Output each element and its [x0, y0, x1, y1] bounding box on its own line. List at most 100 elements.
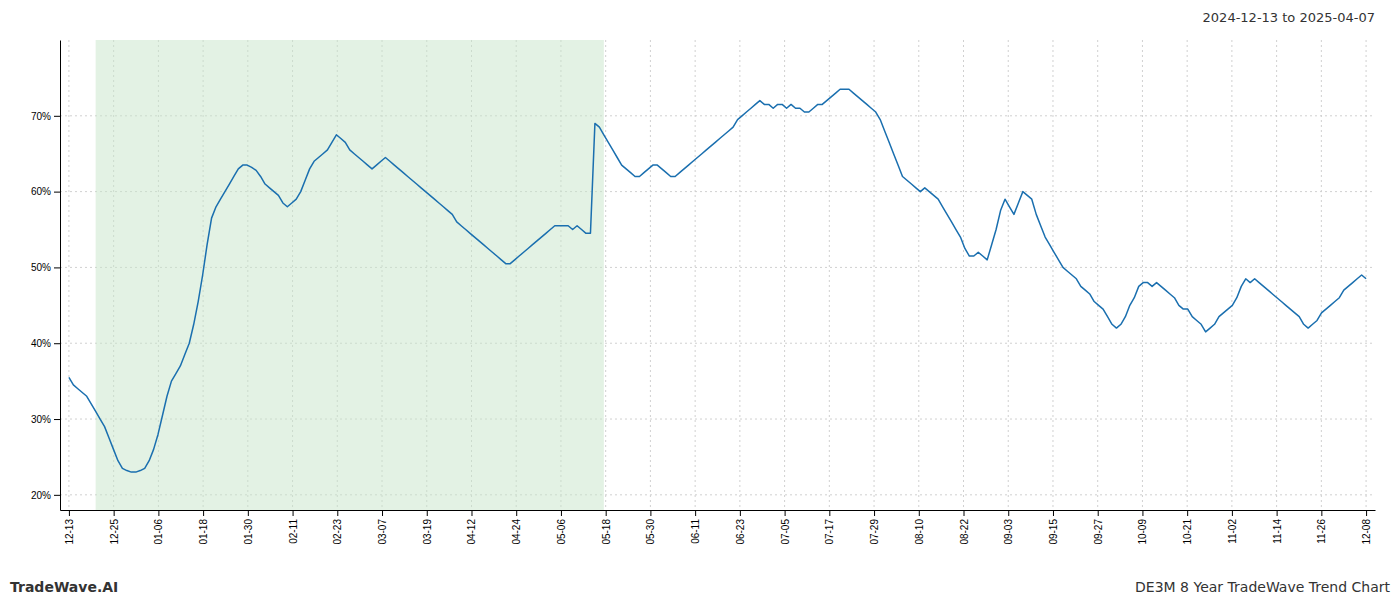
x-tick-label: 01-06	[153, 519, 164, 545]
x-tick-mark	[1277, 510, 1278, 516]
x-tick: 07-05	[780, 510, 791, 545]
x-tick: 11-14	[1272, 510, 1283, 544]
x-tick-mark	[203, 510, 204, 516]
y-tick-label: 60%	[31, 186, 51, 197]
y-tick-label: 20%	[31, 490, 51, 501]
y-tick-label: 70%	[31, 111, 51, 122]
y-tick-label: 40%	[31, 338, 51, 349]
y-tick: 70%	[31, 111, 60, 122]
x-tick-mark	[964, 510, 965, 516]
grid-line-x	[1097, 40, 1098, 510]
x-tick-label: 06-23	[735, 519, 746, 545]
x-tick: 01-18	[198, 510, 209, 545]
x-tick: 11-26	[1316, 510, 1327, 544]
x-tick: 02-23	[332, 510, 343, 545]
grid-line-x	[1008, 40, 1009, 510]
x-tick: 05-30	[645, 510, 656, 545]
x-tick-label: 08-10	[914, 519, 925, 545]
x-tick-mark	[382, 510, 383, 516]
x-tick-label: 09-15	[1048, 519, 1059, 545]
x-tick-label: 12-08	[1361, 519, 1372, 545]
y-tick-mark	[54, 267, 60, 268]
y-axis: 20% 30% 40% 50% 60% 70%	[31, 41, 61, 511]
title: 2024-12-13 to 2025-04-07	[1203, 10, 1375, 25]
x-tick-mark	[471, 510, 472, 516]
x-tick-mark	[1142, 510, 1143, 516]
x-tick: 06-23	[735, 510, 746, 545]
x-tick: 01-30	[243, 510, 254, 545]
x-tick-mark	[740, 510, 741, 516]
x-tick-label: 07-17	[824, 519, 835, 545]
x-tick-label: 07-29	[869, 519, 880, 545]
x-tick-label: 10-09	[1137, 519, 1148, 545]
x-tick-label: 12-25	[109, 519, 120, 545]
x-tick-label: 03-07	[377, 519, 388, 545]
grid	[60, 40, 1375, 510]
x-tick-label: 11-02	[1227, 519, 1238, 544]
x-tick: 07-29	[869, 510, 880, 545]
x-tick: 08-10	[914, 510, 925, 545]
grid-line-x	[1366, 40, 1367, 510]
x-tick-mark	[874, 510, 875, 516]
x-tick: 12-08	[1361, 510, 1372, 545]
x-tick: 09-15	[1048, 510, 1059, 545]
x-tick-label: 12-13	[64, 519, 75, 545]
grid-line-x	[739, 40, 740, 510]
x-tick: 10-21	[1182, 510, 1193, 545]
x-tick: 12-25	[109, 510, 120, 545]
y-tick: 60%	[31, 186, 60, 197]
grid-line-x	[1052, 40, 1053, 510]
line	[69, 89, 1366, 472]
x-axis: 12-13 12-25 01-06 01-18 01-30 02-11 02-23 03-07…	[61, 510, 1376, 545]
x-tick-label: 04-12	[466, 519, 477, 545]
grid-line-x	[1231, 40, 1232, 510]
x-tick: 04-24	[511, 510, 522, 545]
x-tick-mark	[1187, 510, 1188, 516]
x-tick: 04-12	[466, 510, 477, 545]
x-tick-mark	[114, 510, 115, 516]
annotation: TradeWave.AI	[10, 579, 118, 595]
x-tick-label: 06-11	[690, 519, 701, 544]
x-tick-mark	[650, 510, 651, 516]
y-tick-mark	[54, 116, 60, 117]
x-tick-label: 07-05	[780, 519, 791, 545]
y-tick-label: 50%	[31, 262, 51, 273]
y-tick-label: 30%	[31, 414, 51, 425]
x-tick-mark	[248, 510, 249, 516]
y-tick: 20%	[31, 490, 60, 501]
x-tick: 02-11	[288, 510, 299, 544]
x-tick: 11-02	[1227, 510, 1238, 544]
x-tick-label: 11-14	[1272, 519, 1283, 544]
x-tick: 07-17	[824, 510, 835, 545]
x-tick-label: 02-11	[288, 519, 299, 544]
x-tick-mark	[606, 510, 607, 516]
x-tick-label: 02-23	[332, 519, 343, 545]
x-tick-label: 05-18	[601, 519, 612, 545]
x-tick: 05-06	[556, 510, 567, 545]
plot-area	[69, 40, 1366, 510]
x-tick-mark	[785, 510, 786, 516]
x-tick-mark	[919, 510, 920, 516]
x-tick-mark	[337, 510, 338, 516]
x-tick: 03-19	[422, 510, 433, 545]
grid-line-x	[605, 40, 606, 510]
y-tick-mark	[54, 419, 60, 420]
x-tick-label: 04-24	[511, 519, 522, 545]
y-tick-mark	[54, 192, 60, 193]
y-tick-mark	[54, 343, 60, 344]
x-tick-mark	[695, 510, 696, 516]
x-tick-label: 05-06	[556, 519, 567, 545]
grid-line-x	[1187, 40, 1188, 510]
x-tick-mark	[1053, 510, 1054, 516]
grid-line-x	[1321, 40, 1322, 510]
grid-line-x	[695, 40, 696, 510]
grid-line-x	[829, 40, 830, 510]
x-tick-mark	[1366, 510, 1367, 516]
x-tick: 08-22	[959, 510, 970, 545]
y-tick-mark	[54, 495, 60, 496]
x-tick-mark	[293, 510, 294, 516]
x-tick: 10-09	[1137, 510, 1148, 545]
x-tick-label: 10-21	[1182, 519, 1193, 545]
grid-line-x	[1276, 40, 1277, 510]
x-tick: 12-13	[64, 510, 75, 545]
